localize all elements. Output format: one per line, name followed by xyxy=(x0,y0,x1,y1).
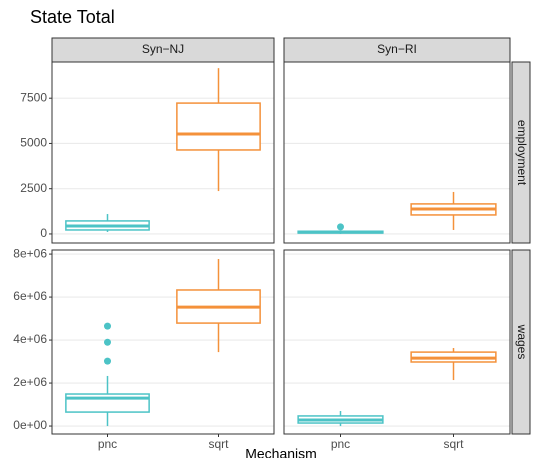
y-tick-label: 4e+06 xyxy=(13,332,47,346)
panel-border xyxy=(51,61,275,244)
x-tick-label: pnc xyxy=(98,437,117,451)
y-tick-label: 5000 xyxy=(20,136,47,150)
panel-border xyxy=(283,61,511,244)
strip xyxy=(511,249,531,435)
strip xyxy=(283,37,511,63)
strip-label: Syn−RI xyxy=(377,42,417,56)
x-tick-label: sqrt xyxy=(443,437,464,451)
outlier xyxy=(104,338,111,346)
x-tick-label: sqrt xyxy=(208,437,229,451)
y-tick-label: 0e+00 xyxy=(13,418,47,432)
y-tick-label: 7500 xyxy=(20,90,47,104)
chart-title: State Total xyxy=(30,7,115,27)
panel xyxy=(52,62,274,243)
x-tick-label: pnc xyxy=(331,437,350,451)
outlier xyxy=(104,357,111,365)
box xyxy=(176,102,261,151)
strip xyxy=(511,61,531,244)
panel xyxy=(284,250,510,434)
outlier xyxy=(104,322,111,330)
strip xyxy=(51,37,275,63)
strip-label: wages xyxy=(515,324,529,360)
strip-label: employment xyxy=(515,120,529,186)
y-tick-label: 2500 xyxy=(20,181,47,195)
strip-label: Syn−NJ xyxy=(142,42,184,56)
panel-border xyxy=(283,249,511,435)
outlier xyxy=(337,223,344,231)
y-tick-label: 2e+06 xyxy=(13,375,47,389)
panel xyxy=(284,62,510,243)
y-tick-label: 8e+06 xyxy=(13,246,47,260)
y-tick-label: 6e+06 xyxy=(13,289,47,303)
x-axis-label: Mechanism xyxy=(245,446,317,458)
panel-border xyxy=(51,249,275,435)
y-tick-label: 0 xyxy=(40,226,47,240)
